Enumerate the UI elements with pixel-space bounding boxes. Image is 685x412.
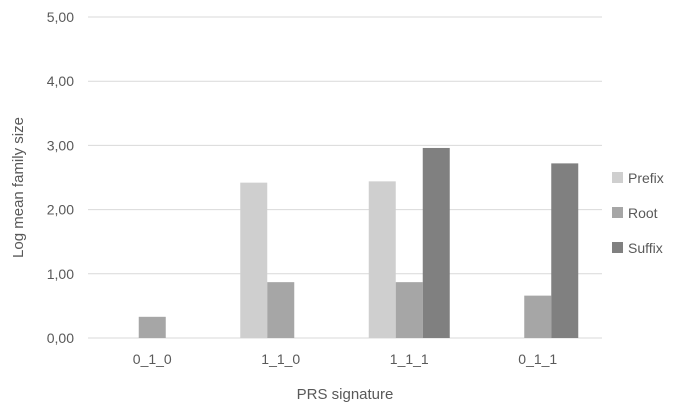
x-tick-labels: 0_1_0 1_1_0 1_1_1 0_1_1: [133, 351, 558, 367]
bar-prefix-1_1_1: [368, 181, 396, 338]
x-tick-label: 0_1_1: [518, 351, 557, 367]
x-tick-label: 1_1_0: [261, 351, 300, 367]
x-tick-label: 1_1_1: [390, 351, 429, 367]
bar-root-0_1_0: [138, 316, 166, 338]
bar-prefix-1_1_0: [240, 182, 268, 338]
x-tick-label: 0_1_0: [133, 351, 172, 367]
legend-label-suffix: Suffix: [628, 240, 663, 256]
y-tick-label: 0,00: [47, 330, 74, 346]
legend: Prefix Root Suffix: [612, 170, 664, 256]
bar-root-1_1_1: [395, 282, 423, 338]
y-tick-labels: 0,00 1,00 2,00 3,00 4,00 5,00: [47, 9, 74, 346]
y-tick-label: 1,00: [47, 266, 74, 282]
bars: [138, 147, 579, 338]
y-tick-label: 5,00: [47, 9, 74, 25]
bar-suffix-1_1_1: [422, 147, 450, 338]
legend-swatch-suffix: [612, 242, 623, 253]
y-tick-label: 2,00: [47, 202, 74, 218]
y-axis-title: Log mean family size: [10, 117, 27, 258]
y-tick-label: 3,00: [47, 137, 74, 153]
gridlines: [88, 16, 602, 339]
bar-suffix-0_1_1: [551, 163, 579, 338]
legend-swatch-root: [612, 207, 623, 218]
legend-label-root: Root: [628, 205, 658, 221]
x-axis-title: PRS signature: [297, 386, 394, 403]
legend-label-prefix: Prefix: [628, 170, 664, 186]
y-tick-label: 4,00: [47, 73, 74, 89]
legend-swatch-prefix: [612, 172, 623, 183]
bar-root-0_1_1: [524, 295, 552, 338]
bar-root-1_1_0: [267, 282, 295, 338]
